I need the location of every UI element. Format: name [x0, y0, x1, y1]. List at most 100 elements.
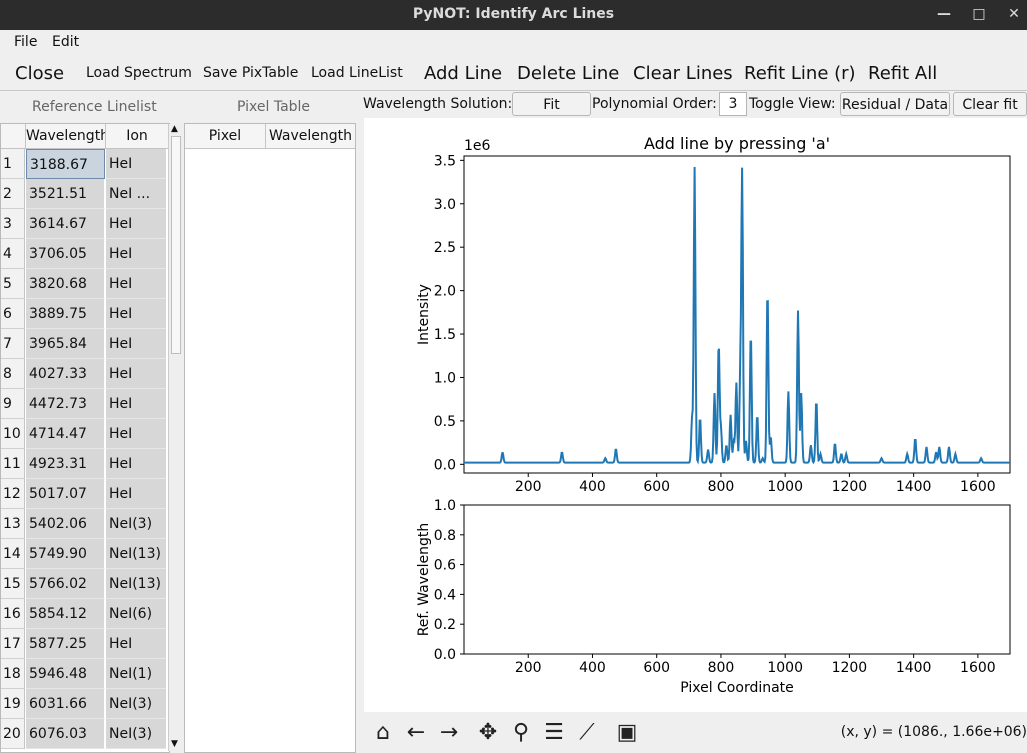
close-button[interactable]: Close	[15, 63, 65, 84]
menu-file[interactable]: File	[14, 34, 38, 50]
reference-linelist-table[interactable]: Wavelength Ion 1 3188.67 HeI 2 3521.51 NeI ..…	[0, 123, 170, 753]
ion-cell[interactable]: HeI	[106, 359, 166, 389]
wavelength-cell[interactable]: 3521.51	[26, 179, 105, 209]
table-row[interactable]: 14 5749.90 NeI(13)	[1, 539, 169, 569]
delete-line-button[interactable]: Delete Line	[517, 63, 620, 84]
ion-cell[interactable]: NeI(3)	[106, 689, 166, 719]
table-row[interactable]: 5 3820.68 HeI	[1, 269, 169, 299]
wavelength-cell[interactable]: 5749.90	[26, 539, 105, 569]
table-row[interactable]: 20 6076.03 NeI(3)	[1, 719, 169, 749]
row-number[interactable]: 2	[1, 179, 25, 209]
wavelength-cell[interactable]: 4472.73	[26, 389, 105, 419]
wavelength-cell[interactable]: 3706.05	[26, 239, 105, 269]
column-header-pixel-wavelength[interactable]: Wavelength	[266, 124, 355, 149]
ion-cell[interactable]: HeI	[106, 389, 166, 419]
table-row[interactable]: 9 4472.73 HeI	[1, 389, 169, 419]
scroll-down-icon[interactable]: ▼	[171, 739, 178, 749]
table-row[interactable]: 15 5766.02 NeI(13)	[1, 569, 169, 599]
wavelength-cell[interactable]: 5402.06	[26, 509, 105, 539]
linelist-scrollbar[interactable]: ▲ ▼	[168, 124, 183, 751]
wavelength-cell[interactable]: 4714.47	[26, 419, 105, 449]
ion-cell[interactable]: NeI(1)	[106, 659, 166, 689]
clear-lines-button[interactable]: Clear Lines	[633, 63, 733, 84]
ion-cell[interactable]: HeI	[106, 269, 166, 299]
row-number[interactable]: 7	[1, 329, 25, 359]
wavelength-cell[interactable]: 3889.75	[26, 299, 105, 329]
wavelength-cell[interactable]: 5017.07	[26, 479, 105, 509]
table-row[interactable]: 6 3889.75 HeI	[1, 299, 169, 329]
wavelength-cell[interactable]: 4027.33	[26, 359, 105, 389]
save-icon[interactable]: ▣	[616, 720, 638, 745]
forward-icon[interactable]: →	[439, 720, 459, 745]
menu-edit[interactable]: Edit	[52, 34, 80, 50]
row-number[interactable]: 11	[1, 449, 25, 479]
polynomial-order-input[interactable]: 3	[719, 92, 747, 116]
table-row[interactable]: 8 4027.33 HeI	[1, 359, 169, 389]
table-row[interactable]: 10 4714.47 HeI	[1, 419, 169, 449]
ion-cell[interactable]: HeI	[106, 239, 166, 269]
maximize-icon[interactable]: □	[972, 6, 986, 22]
ion-cell[interactable]: NeI(13)	[106, 539, 166, 569]
table-row[interactable]: 1 3188.67 HeI	[1, 149, 169, 179]
row-number[interactable]: 17	[1, 629, 25, 659]
load-spectrum-button[interactable]: Load Spectrum	[86, 65, 192, 81]
axes-edit-icon[interactable]: ⟋	[579, 720, 595, 745]
ion-cell[interactable]: HeI	[106, 209, 166, 239]
wavelength-cell[interactable]: 5877.25	[26, 629, 105, 659]
wavelength-cell[interactable]: 6031.66	[26, 689, 105, 719]
row-number[interactable]: 4	[1, 239, 25, 269]
ion-cell[interactable]: HeI	[106, 629, 166, 659]
close-icon[interactable]: ✕	[1008, 6, 1020, 22]
wavelength-cell[interactable]: 3820.68	[26, 269, 105, 299]
row-number[interactable]: 19	[1, 689, 25, 719]
wavelength-cell[interactable]: 3188.67	[26, 149, 105, 179]
table-row[interactable]: 3 3614.67 HeI	[1, 209, 169, 239]
fit-button[interactable]: Fit	[512, 92, 591, 116]
back-icon[interactable]: ←	[406, 720, 426, 745]
home-icon[interactable]: ⌂	[376, 720, 390, 745]
ion-cell[interactable]: NeI(6)	[106, 599, 166, 629]
column-header-ion[interactable]: Ion	[106, 124, 169, 149]
table-row[interactable]: 17 5877.25 HeI	[1, 629, 169, 659]
wavelength-cell[interactable]: 4923.31	[26, 449, 105, 479]
wavelength-cell[interactable]: 6076.03	[26, 719, 105, 749]
row-number[interactable]: 12	[1, 479, 25, 509]
row-number[interactable]: 14	[1, 539, 25, 569]
ion-cell[interactable]: HeI	[106, 329, 166, 359]
plot-canvas[interactable]: 200 400 600 800 1000 1200 1400 1600 0.0 0.5 1.0 1.5…	[364, 118, 1027, 712]
row-number[interactable]: 8	[1, 359, 25, 389]
configure-icon[interactable]: ☰	[544, 720, 564, 745]
add-line-button[interactable]: Add Line	[424, 63, 503, 84]
wavelength-cell[interactable]: 3965.84	[26, 329, 105, 359]
zoom-icon[interactable]: ⚲	[512, 720, 530, 745]
ion-cell[interactable]: HeI	[106, 449, 166, 479]
scrollbar-thumb[interactable]	[171, 136, 181, 354]
row-number[interactable]: 1	[1, 149, 25, 179]
refit-all-button[interactable]: Refit All	[868, 63, 938, 84]
row-number[interactable]: 6	[1, 299, 25, 329]
row-number[interactable]: 13	[1, 509, 25, 539]
column-header-pixel[interactable]: Pixel	[185, 124, 266, 149]
table-row[interactable]: 11 4923.31 HeI	[1, 449, 169, 479]
ion-cell[interactable]: HeI	[106, 299, 166, 329]
wavelength-cell[interactable]: 5766.02	[26, 569, 105, 599]
ion-cell[interactable]: NeI ...	[106, 179, 166, 209]
row-number[interactable]: 16	[1, 599, 25, 629]
minimize-icon[interactable]: —	[937, 6, 951, 22]
table-row[interactable]: 2 3521.51 NeI ...	[1, 179, 169, 209]
table-row[interactable]: 19 6031.66 NeI(3)	[1, 689, 169, 719]
plot-svg[interactable]: 200 400 600 800 1000 1200 1400 1600 0.0 0.5 1.0 1.5…	[364, 118, 1027, 712]
toggle-view-button[interactable]: Residual / Data	[840, 92, 950, 116]
ion-cell[interactable]: NeI(3)	[106, 509, 166, 539]
refit-line-button[interactable]: Refit Line (r)	[744, 63, 856, 84]
ion-cell[interactable]: NeI(13)	[106, 569, 166, 599]
pixel-table[interactable]: Pixel Wavelength	[184, 123, 356, 753]
wavelength-cell[interactable]: 5946.48	[26, 659, 105, 689]
table-row[interactable]: 7 3965.84 HeI	[1, 329, 169, 359]
row-number[interactable]: 10	[1, 419, 25, 449]
save-pixtable-button[interactable]: Save PixTable	[203, 65, 299, 81]
ion-cell[interactable]: HeI	[106, 419, 166, 449]
table-row[interactable]: 4 3706.05 HeI	[1, 239, 169, 269]
row-number[interactable]: 20	[1, 719, 25, 749]
ion-cell[interactable]: NeI(3)	[106, 719, 166, 749]
